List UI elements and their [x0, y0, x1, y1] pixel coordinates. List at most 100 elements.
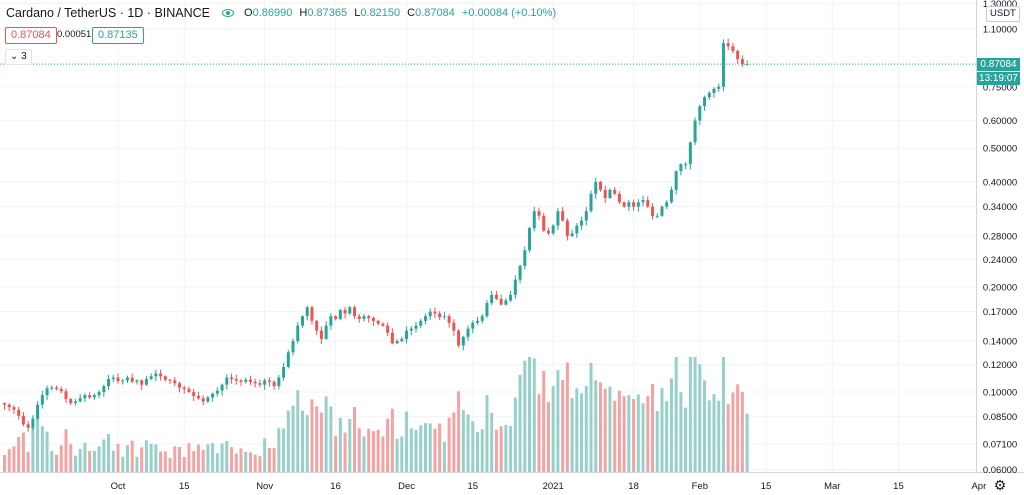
volume-bar — [36, 415, 40, 472]
candle-body — [196, 395, 200, 399]
candle-body — [655, 215, 659, 217]
volume-bar — [712, 394, 716, 472]
candle-body — [665, 202, 669, 207]
volume-bar — [726, 404, 730, 472]
open-value: 0.86990 — [252, 7, 293, 19]
volume-bar — [215, 453, 219, 472]
volume-bar — [258, 456, 262, 472]
candle-body — [36, 404, 40, 419]
candle-body — [627, 202, 631, 207]
candle-body — [703, 97, 707, 107]
candle-body — [688, 142, 692, 165]
candle-body — [64, 391, 68, 400]
candle-body — [239, 380, 243, 382]
volume-bar — [381, 436, 385, 472]
volume-bar — [447, 417, 451, 472]
volume-bar — [745, 413, 749, 472]
candle-body — [305, 307, 309, 317]
candle-body — [598, 182, 602, 190]
candle-body — [149, 376, 153, 380]
volume-bar — [69, 444, 73, 472]
candle-body — [26, 424, 30, 428]
volume-bar — [641, 403, 645, 472]
candle-body — [3, 403, 6, 405]
price-tick-label: 1.30000 — [983, 0, 1017, 10]
time-tick-label: Mar — [824, 481, 840, 492]
candle-body — [423, 316, 427, 321]
candle-body — [17, 409, 21, 416]
volume-bar — [154, 444, 158, 472]
candle-body — [731, 46, 735, 51]
candle-body — [726, 43, 730, 47]
volume-bar — [575, 388, 579, 472]
volume-bars — [3, 357, 749, 472]
candle-body — [513, 279, 517, 295]
volume-bar — [731, 392, 735, 472]
volume-bar — [698, 364, 702, 472]
volume-bar — [613, 400, 617, 472]
volume-bar — [622, 396, 626, 472]
candle-body — [476, 320, 479, 323]
candle-body — [201, 398, 205, 402]
volume-bar — [305, 415, 309, 472]
candle-body — [485, 303, 489, 317]
candle-body — [471, 322, 475, 329]
volume-bar — [523, 360, 527, 472]
candle-body — [400, 338, 404, 342]
candle-body — [622, 202, 626, 207]
candle-body — [92, 395, 96, 398]
volume-bar — [457, 391, 461, 472]
candle-body — [461, 336, 465, 346]
buy-price-button[interactable]: 0.87135 — [92, 27, 144, 44]
high-value: 0.87365 — [307, 7, 348, 19]
candle-body — [565, 220, 569, 237]
candle-body — [211, 393, 215, 398]
candle-body — [632, 202, 636, 207]
candle-body — [21, 415, 25, 425]
candle-body — [428, 311, 432, 317]
time-tick-label: Nov — [256, 481, 273, 492]
candle-body — [102, 386, 106, 393]
candle-body — [712, 88, 716, 93]
volume-bar — [532, 358, 536, 472]
eye-icon[interactable] — [222, 9, 235, 17]
volume-bar — [31, 423, 35, 472]
volume-bar — [438, 423, 442, 472]
volume-bar — [125, 445, 129, 472]
candle-body — [679, 164, 683, 172]
volume-bar — [513, 397, 517, 472]
candle-body — [291, 341, 295, 353]
volume-bar — [551, 386, 555, 472]
candle-body — [395, 341, 399, 344]
candle-body — [457, 330, 461, 346]
volume-bar — [608, 386, 612, 472]
volume-bar — [684, 407, 688, 472]
gear-icon[interactable]: ⚙ — [993, 477, 1007, 493]
currency-unit-button[interactable]: USDT — [986, 6, 1020, 22]
symbol-title[interactable]: Cardano / TetherUS · 1D · BINANCE — [6, 6, 211, 20]
volume-bar — [471, 421, 475, 472]
candle-body — [125, 377, 129, 381]
candle-body — [646, 200, 650, 207]
time-axis-ticks: Oct15Nov16Dec15202118Feb15Mar15Apr15 — [111, 481, 987, 492]
indicators-toggle[interactable]: ⌄ 3 — [5, 49, 32, 65]
volume-bar — [121, 456, 125, 472]
candle-body — [73, 401, 77, 404]
candle-body — [542, 215, 546, 231]
candle-body — [447, 316, 451, 323]
candle-body — [717, 86, 721, 89]
ohlc-values: O0.86990 H0.87365 L0.82150 C0.87084 +0.0… — [244, 7, 560, 19]
volume-bar — [433, 428, 437, 472]
sell-price-button[interactable]: 0.87084 — [5, 27, 57, 44]
volume-bar — [679, 392, 683, 472]
time-tick-label: Oct — [111, 481, 126, 492]
candle-body — [386, 325, 390, 333]
candle-body — [636, 202, 640, 207]
candle-body — [324, 325, 328, 339]
volume-bar — [282, 428, 286, 472]
candle-body — [419, 320, 423, 326]
candle-body — [121, 380, 125, 382]
candle-body — [140, 380, 144, 385]
candle-body — [343, 309, 347, 314]
